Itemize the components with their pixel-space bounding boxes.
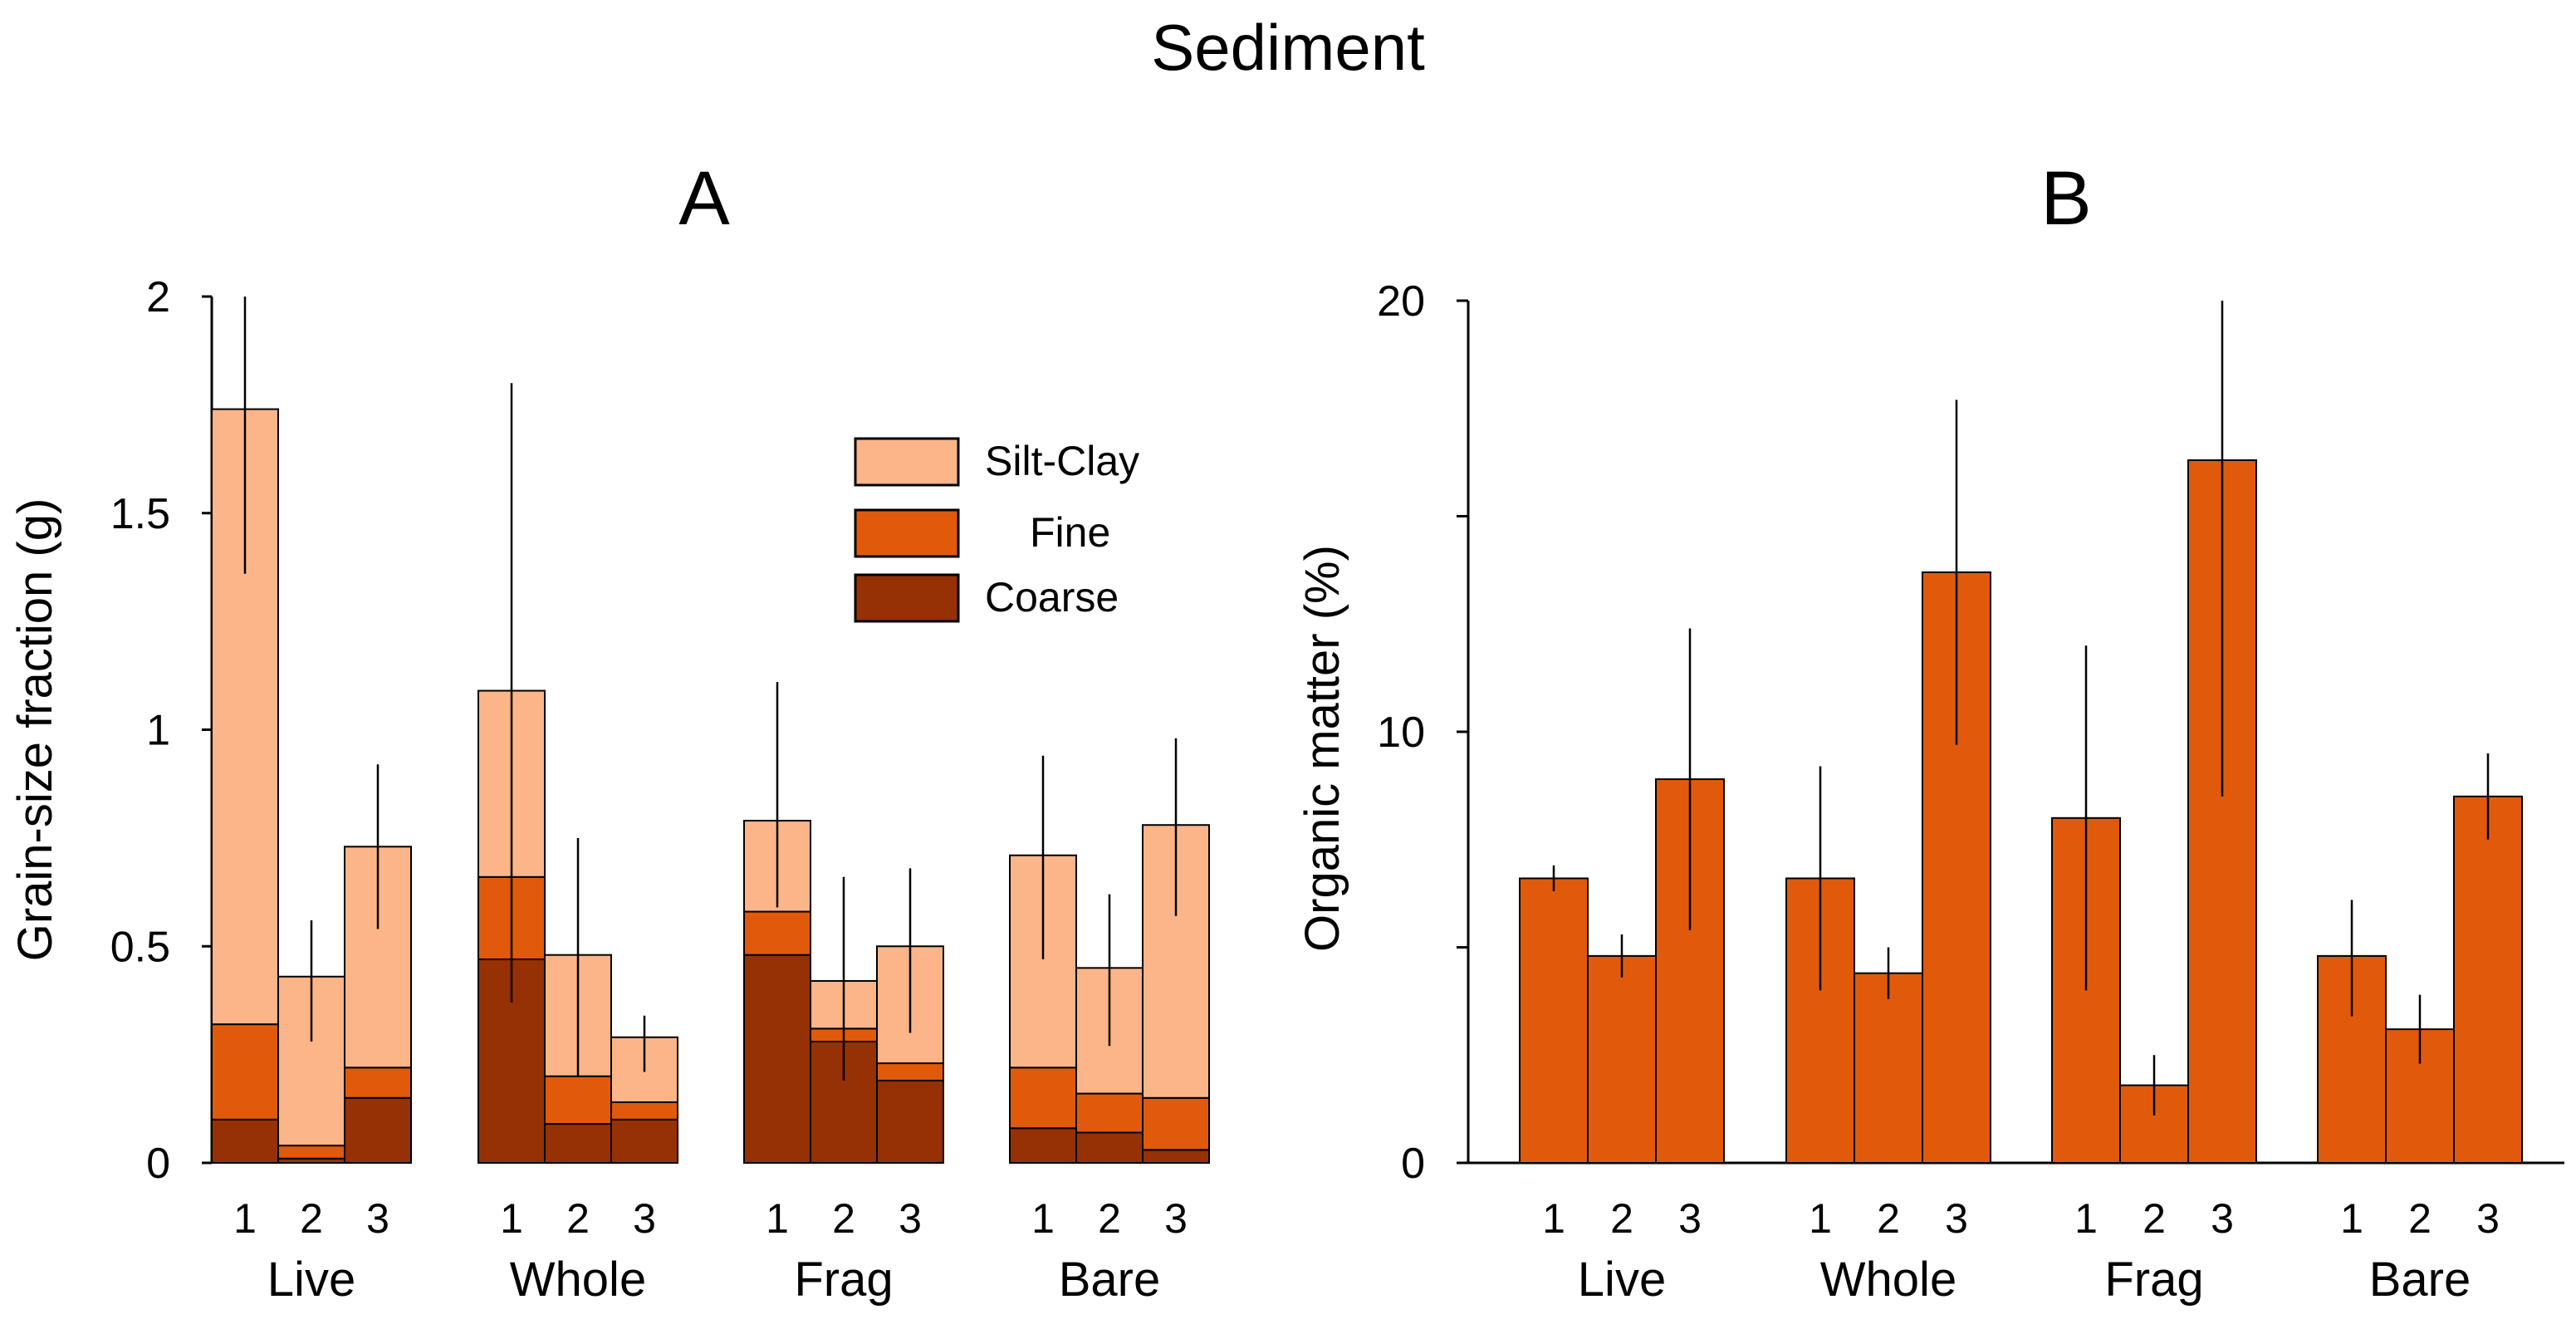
panel-b-x-tick-label: 2 bbox=[2408, 1195, 2432, 1242]
panel-b-x-tick-label: 3 bbox=[1945, 1195, 1968, 1242]
bar-fine-live-3 bbox=[344, 1067, 412, 1099]
panel-a-group-label: Whole bbox=[510, 1253, 646, 1307]
panel-a-x-tick-label: 2 bbox=[300, 1195, 323, 1242]
bar-organic-bare-3 bbox=[2453, 795, 2523, 1164]
panel-b-x-tick-label: 1 bbox=[2340, 1195, 2363, 1242]
panel-a-y-tick-label: 1 bbox=[146, 707, 170, 755]
panel-b-x-tick-label: 1 bbox=[1809, 1195, 1832, 1242]
panel-a-x-tick-label: 3 bbox=[899, 1195, 922, 1242]
panel-a-x-tick-label: 1 bbox=[233, 1195, 257, 1242]
panel-a-y-axis-label: Grain-size fraction (g) bbox=[8, 498, 62, 962]
legend-label-fine: Fine bbox=[1030, 509, 1110, 556]
panel-b-x-tick-label: 3 bbox=[2476, 1195, 2500, 1242]
bar-fine-bare-3 bbox=[1142, 1096, 1210, 1151]
figure-title: Sediment bbox=[1151, 11, 1425, 84]
panel-a-title: A bbox=[678, 156, 730, 241]
panel-a-y-tick-label: 2 bbox=[146, 273, 170, 321]
panel-a-y-tick-label: 0.5 bbox=[110, 923, 170, 971]
panel-a-y-tick-label: 1.5 bbox=[110, 490, 170, 538]
panel-a-group-label: Bare bbox=[1059, 1253, 1161, 1307]
bar-fine-bare-2 bbox=[1075, 1092, 1144, 1134]
bar-fine-frag-1 bbox=[743, 910, 811, 956]
panel-a-x-tick-label: 2 bbox=[566, 1195, 590, 1242]
legend-swatch-silt-clay bbox=[854, 437, 960, 487]
panel-b-group-label: Live bbox=[1578, 1253, 1666, 1307]
bar-coarse-whole-2 bbox=[544, 1123, 612, 1164]
panel-a-x-tick-label: 2 bbox=[1098, 1195, 1121, 1242]
panel-a-y-tick-label: 0 bbox=[146, 1140, 170, 1188]
bar-fine-live-1 bbox=[211, 1023, 279, 1121]
bar-organic-whole-2 bbox=[1854, 972, 1923, 1165]
panel-b-title: B bbox=[2040, 156, 2091, 241]
legend-swatch-coarse bbox=[854, 573, 960, 623]
panel-a-x-tick-label: 1 bbox=[1031, 1195, 1055, 1242]
panel-b-x-tick-label: 1 bbox=[1542, 1195, 1565, 1242]
panel-b-x-tick-label: 2 bbox=[2143, 1195, 2166, 1242]
panel-a-group-label: Live bbox=[267, 1253, 355, 1307]
legend-label-coarse: Coarse bbox=[985, 574, 1119, 620]
panel-a-x-tick-label: 1 bbox=[500, 1195, 523, 1242]
panel-b-y-tick-label: 0 bbox=[1401, 1140, 1425, 1188]
panel-a-group-label: Frag bbox=[794, 1253, 893, 1307]
bar-coarse-whole-3 bbox=[610, 1118, 678, 1164]
panel-b-group-label: Whole bbox=[1820, 1253, 1956, 1307]
bar-fine-bare-1 bbox=[1009, 1067, 1077, 1130]
bar-coarse-frag-3 bbox=[876, 1079, 944, 1165]
bar-fine-frag-3 bbox=[876, 1062, 944, 1081]
bar-coarse-bare-2 bbox=[1075, 1131, 1144, 1164]
bar-fine-live-2 bbox=[277, 1145, 345, 1160]
panel-a-x-tick-label: 3 bbox=[633, 1195, 656, 1242]
bar-coarse-live-1 bbox=[211, 1118, 279, 1164]
panel-a-x-tick-label: 3 bbox=[366, 1195, 389, 1242]
panel-b-x-tick-label: 2 bbox=[1610, 1195, 1633, 1242]
panel-b-group-label: Frag bbox=[2104, 1253, 2203, 1307]
panel-b-group-label: Bare bbox=[2369, 1253, 2471, 1307]
panel-b-y-tick-label: 10 bbox=[1377, 709, 1425, 757]
panel-a-x-tick-label: 3 bbox=[1164, 1195, 1188, 1242]
bar-coarse-frag-1 bbox=[743, 954, 811, 1165]
bar-coarse-bare-1 bbox=[1009, 1127, 1077, 1165]
panel-b-y-tick-label: 20 bbox=[1377, 277, 1425, 326]
legend-swatch-fine bbox=[854, 508, 960, 558]
legend-label-silt-clay: Silt-Clay bbox=[985, 438, 1139, 484]
bar-organic-live-2 bbox=[1587, 954, 1657, 1164]
panel-a-x-tick-label: 1 bbox=[766, 1195, 789, 1242]
bar-coarse-live-3 bbox=[344, 1096, 412, 1165]
panel-b-x-tick-label: 1 bbox=[2074, 1195, 2098, 1242]
panel-b-x-tick-label: 3 bbox=[2211, 1195, 2234, 1242]
bar-coarse-bare-3 bbox=[1142, 1149, 1210, 1164]
panel-b-y-axis-label: Organic matter (%) bbox=[1295, 545, 1349, 952]
panel-b-x-tick-label: 3 bbox=[1678, 1195, 1702, 1242]
bar-fine-whole-2 bbox=[544, 1075, 612, 1125]
bar-fine-whole-3 bbox=[610, 1101, 678, 1121]
bar-organic-live-1 bbox=[1519, 877, 1589, 1164]
panel-a-x-tick-label: 2 bbox=[832, 1195, 855, 1242]
chart-legend: Silt-Clay Fine Coarse bbox=[854, 437, 1139, 623]
panel-b-x-tick-label: 2 bbox=[1877, 1195, 1900, 1242]
